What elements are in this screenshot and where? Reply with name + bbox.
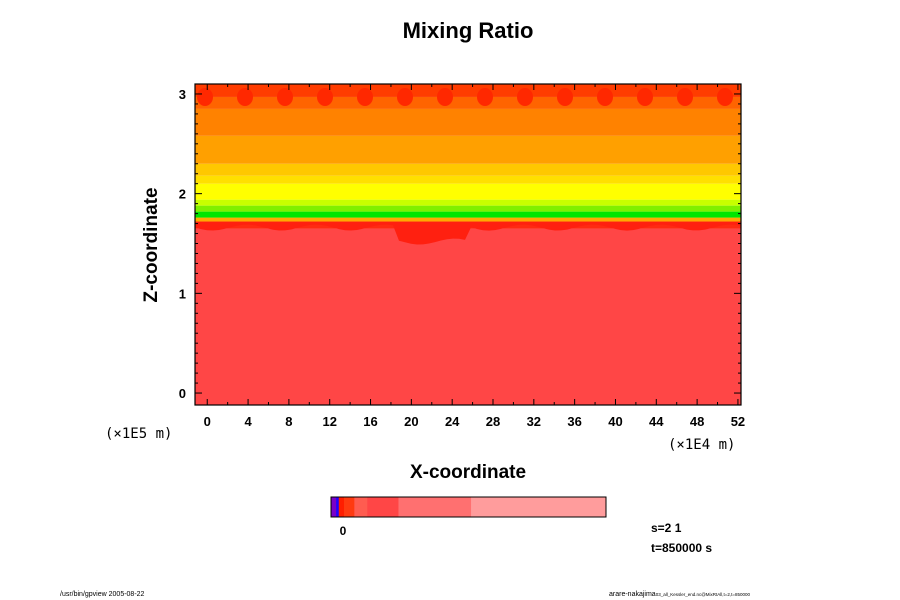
colorbar-border [330, 496, 607, 518]
x-tick-label: 52 [731, 414, 745, 429]
x-axis-unit: (×1E4 m) [668, 437, 735, 453]
top-cell [597, 88, 613, 106]
colorbar-segment-5 [367, 497, 399, 517]
mixing-ratio-field [195, 84, 741, 405]
contour-band-5 [195, 199, 741, 206]
footer-right-main-text: arare-nakajima [609, 591, 656, 598]
footer-right-sub: 03_all_Kessler_end.nc@MixRtAll,t=2,t=850… [656, 592, 751, 597]
x-tick-label: 48 [690, 414, 704, 429]
colorbar-segment-3 [343, 497, 355, 517]
annotation-s: s=2 1 [651, 521, 682, 535]
chart-title: Mixing Ratio [403, 18, 534, 43]
colorbar-segment-2 [338, 497, 345, 517]
top-cell [437, 88, 453, 106]
y-axis-ticks: 0 1 2 3 [179, 87, 741, 401]
contour-band-3 [195, 211, 741, 218]
x-tick-label: 44 [649, 414, 664, 429]
top-cell [317, 88, 333, 106]
top-cell [477, 88, 493, 106]
x-tick-label: 32 [527, 414, 541, 429]
top-cell [357, 88, 373, 106]
x-tick-label: 20 [404, 414, 418, 429]
x-tick-label: 4 [244, 414, 252, 429]
x-tick-label: 28 [486, 414, 500, 429]
x-tick-label: 16 [363, 414, 377, 429]
x-axis-label: X-coordinate [410, 462, 526, 483]
contour-band-2 [195, 217, 741, 222]
x-tick-label: 40 [608, 414, 622, 429]
interface-layer [195, 221, 741, 245]
contour-band-9 [195, 135, 741, 164]
top-cell [197, 88, 213, 106]
x-tick-label: 36 [567, 414, 581, 429]
footer-left: /usr/bin/gpview 2005-08-22 [60, 591, 145, 598]
y-tick-label: 1 [179, 286, 186, 301]
footer-right-main: arare-nakajima03_all_Kessler_end.nc@MixR… [609, 591, 751, 598]
top-cell [717, 88, 733, 106]
x-tick-label: 8 [285, 414, 292, 429]
x-tick-label: 0 [204, 414, 211, 429]
annotation-t: t=850000 s [651, 541, 712, 555]
y-tick-label: 3 [179, 87, 186, 102]
top-cell [237, 88, 253, 106]
top-cell [517, 88, 533, 106]
x-tick-label: 24 [445, 414, 460, 429]
top-cell [277, 88, 293, 106]
y-axis-label: Z-coordinate [141, 187, 162, 302]
colorbar-segment-7 [471, 497, 607, 517]
contour-band-8 [195, 163, 741, 176]
colorbar-segment-0 [331, 497, 337, 517]
y-tick-label: 2 [179, 187, 186, 202]
colorbar-tick-label: 0 [340, 524, 347, 538]
y-tick-label: 0 [179, 386, 186, 401]
colorbar [330, 496, 607, 518]
contour-band-11 [195, 96, 741, 109]
contour-band-6 [195, 183, 741, 200]
x-axis-ticks: 0 4 8 12 16 20 24 28 32 36 40 44 48 52 [204, 84, 745, 429]
frame-border [194, 83, 742, 406]
contour-band-10 [195, 108, 741, 136]
colorbar-segment-4 [354, 497, 368, 517]
colorbar-segment-6 [398, 497, 472, 517]
plot-frame [194, 83, 742, 406]
x-tick-label: 12 [322, 414, 336, 429]
contour-band-4 [195, 205, 741, 212]
colorbar-segment-1 [336, 497, 340, 517]
contour-band-12 [195, 84, 741, 97]
top-cell [397, 88, 413, 106]
top-cell [677, 88, 693, 106]
top-cell [637, 88, 653, 106]
y-axis-unit: (×1E5 m) [105, 426, 172, 442]
contour-band-0 [195, 228, 741, 405]
top-cell [557, 88, 573, 106]
contour-band-7 [195, 175, 741, 184]
